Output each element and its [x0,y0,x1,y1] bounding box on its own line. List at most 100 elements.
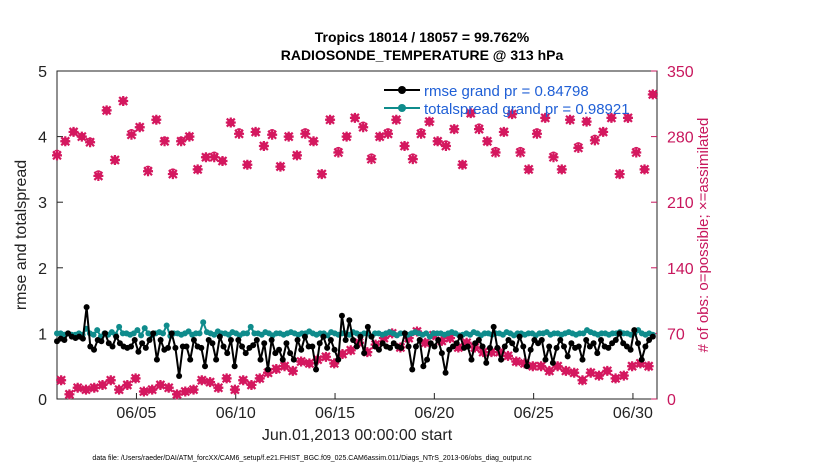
rmse-point [157,336,164,343]
obs-assimilated-point [449,124,460,135]
obs-assimilated-point [358,122,369,133]
y-right-tick-label: 210 [667,195,694,212]
x-tick-label: 06/20 [414,405,454,422]
y-left-tick-label: 0 [38,392,47,409]
obs-assimilated-point [540,112,551,123]
obs-assimilated-point [643,361,654,372]
y-left-tick-label: 3 [38,195,47,212]
rmse-point [387,344,394,351]
obs-assimilated-point [573,142,584,153]
obs-assimilated-point [304,358,315,369]
rmse-point [631,327,638,334]
rmse-point [309,343,316,350]
rmse-point [257,356,264,363]
obs-assimilated-point [291,150,302,161]
obs-assimilated-point [80,384,91,395]
y-right-tick-label: 140 [667,261,694,278]
rmse-point [549,359,556,366]
legend-spread-label: totalspread grand pr = 0.98921 [424,101,630,118]
rmse-point [294,336,301,343]
obs-assimilated-point [97,379,108,390]
rmse-point [475,336,482,343]
obs-assimilated-point [498,126,509,137]
obs-assimilated-point [105,375,116,386]
obs-assimilated-point [589,135,600,146]
obs-assimilated-point [581,116,592,127]
y-left-tick-label: 4 [38,130,47,147]
rmse-point [642,343,649,350]
legend-spread-marker [398,104,406,112]
rmse-point [165,344,172,351]
obs-assimilated-point [60,136,71,147]
obs-assimilated-point [598,126,609,137]
obs-assimilated-point [341,131,352,142]
obs-assimilated-point [391,114,402,125]
rmse-point [438,350,445,357]
rmse-point [235,336,242,343]
obs-assimilated-point [122,379,133,390]
obs-assimilated-point [440,140,451,151]
rmse-point [538,336,545,343]
obs-assimilated-point [217,155,228,166]
rmse-point [634,340,641,347]
legend: rmse grand pr = 0.84798 totalspread gran… [384,83,630,118]
rmse-point [342,336,349,343]
rmse-point [616,330,623,337]
rmse-point [301,333,308,340]
obs-assimilated-point [507,109,518,120]
x-tick-label: 06/10 [216,405,256,422]
obs-assimilated-point [548,152,559,163]
obs-assimilated-point [283,131,294,142]
rmse-point [401,330,408,337]
rmse-point [91,346,98,353]
obs-assimilated-point [134,122,145,133]
rmse-point [261,340,268,347]
obs-assimilated-point [486,347,497,358]
rmse-point [98,338,105,345]
rmse-point [412,343,419,350]
obs-assimilated-point [209,152,220,163]
rmse-point [605,344,612,351]
obs-assimilated-point [606,112,617,123]
obs-assimilated-point [188,384,199,395]
rmse-point [276,346,283,353]
rmse-point [612,336,619,343]
y-right-axis-label: # of obs: o=possible; ×=assimilated [695,118,712,353]
y-right-tick-label: 350 [667,64,694,81]
obs-assimilated-point [250,126,261,137]
obs-assimilated-point [560,365,571,376]
rmse-point [316,340,323,347]
obs-assimilated-point [622,112,633,123]
rmse-point [590,340,597,347]
obs-assimilated-point [383,128,393,139]
obs-assimilated-point [300,128,311,139]
rmse-point [131,336,138,343]
obs-assimilated-point [416,128,427,139]
rmse-point [350,336,357,343]
obs-assimilated-point [155,379,166,390]
obs-assimilated-point [176,136,187,147]
rmse-point [231,363,238,370]
obs-assimilated-point [118,95,129,106]
obs-assimilated-point [577,375,588,386]
y-left-axis: 0 1 2 3 4 5 [38,64,63,409]
rmse-point [320,333,327,340]
rmse-point [498,356,505,363]
obs-assimilated-point [556,164,567,175]
obs-assimilated-point [635,358,646,369]
obs-assimilated-point [221,373,232,384]
rmse-point [398,344,405,351]
x-axis-label: Jun.01,2013 00:00:00 start [262,427,453,444]
obs-assimilated-point [263,367,274,378]
obs-assimilated-point [205,377,216,388]
obs-assimilated-point [308,136,319,147]
obs-assimilated-point [254,373,265,384]
rmse-point [431,343,438,350]
rmse-point [575,343,582,350]
rmse-point [357,333,364,340]
obs-assimilated-point [457,159,468,170]
obs-assimilated-point [569,367,580,378]
rmse-point [368,333,375,340]
obs-assimilated-point [436,335,447,346]
